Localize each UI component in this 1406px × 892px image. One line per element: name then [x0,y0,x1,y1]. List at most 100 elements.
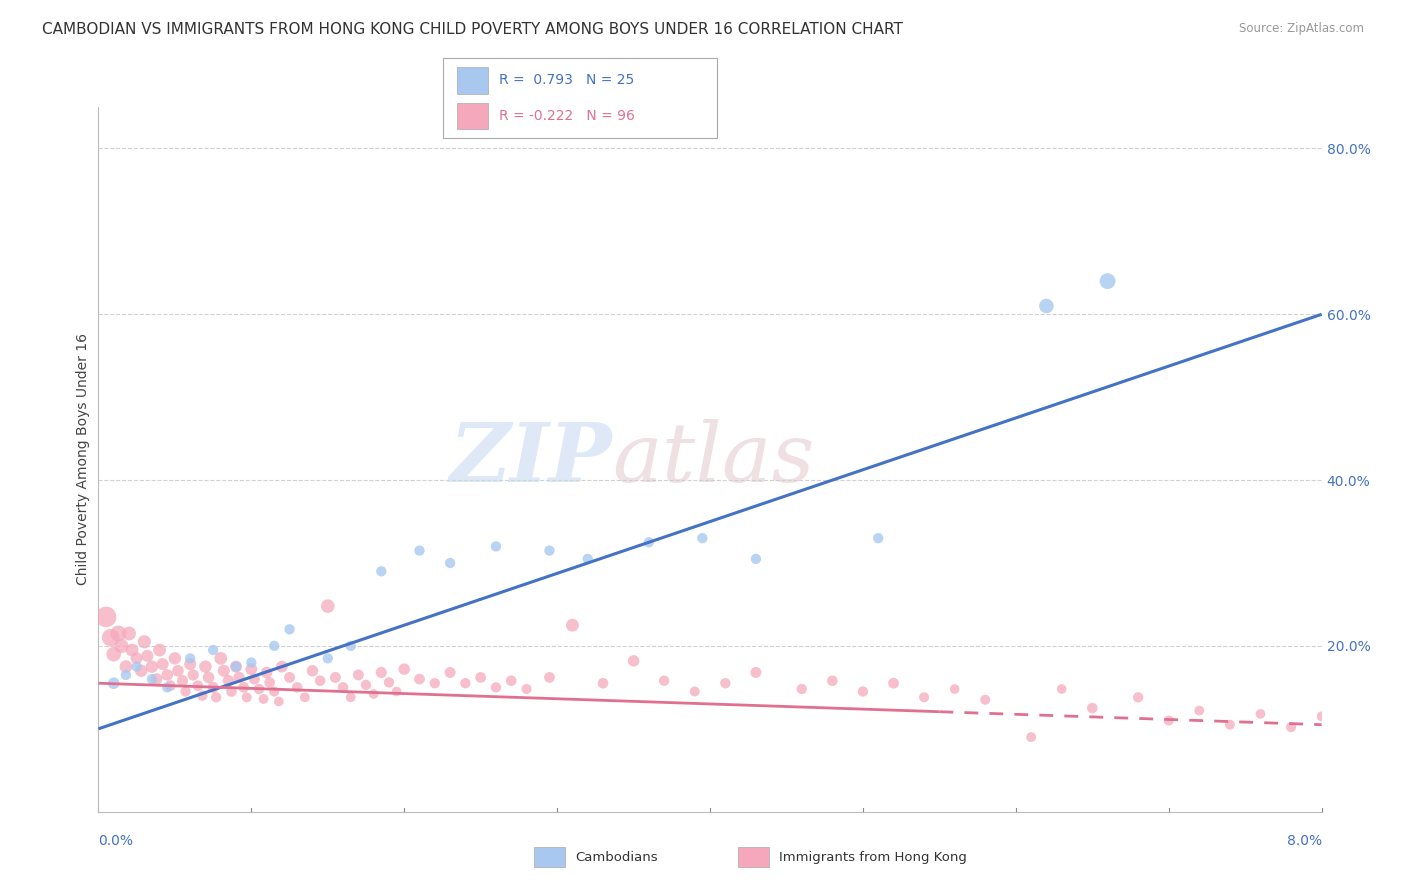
Point [561,618,583,632]
Point [1081,701,1104,715]
Point [235,690,257,705]
Point [325,670,347,684]
Text: 0.0%: 0.0% [98,834,134,848]
Point [172,673,194,688]
Point [821,673,844,688]
Point [156,681,179,695]
Point [125,659,148,673]
Point [943,681,966,696]
Point [516,681,538,696]
Point [974,693,997,707]
Point [683,684,706,698]
Y-axis label: Child Poverty Among Boys Under 16: Child Poverty Among Boys Under 16 [76,334,90,585]
Point [212,664,235,678]
Point [1279,720,1302,734]
Point [221,684,243,698]
Point [408,543,430,558]
Point [121,643,143,657]
Point [316,651,339,665]
Point [107,626,129,640]
Point [316,599,339,614]
Point [181,668,204,682]
Point [637,535,661,549]
Point [167,664,190,678]
Point [240,656,263,670]
Point [191,689,214,703]
Point [278,670,301,684]
Point [439,556,461,570]
Point [485,540,508,554]
Point [259,675,281,690]
Text: CAMBODIAN VS IMMIGRANTS FROM HONG KONG CHILD POVERTY AMONG BOYS UNDER 16 CORRELA: CAMBODIAN VS IMMIGRANTS FROM HONG KONG C… [42,22,903,37]
Text: atlas: atlas [612,419,814,500]
Point [370,564,392,578]
Point [332,681,354,695]
Point [1050,681,1073,696]
Point [243,672,266,686]
Point [240,662,263,676]
Point [202,681,225,695]
Point [100,631,122,645]
Point [378,675,401,690]
Point [152,657,174,672]
Point [294,690,316,705]
Point [141,659,163,673]
Text: ZIP: ZIP [450,419,612,500]
Point [285,681,308,695]
Point [118,626,141,640]
Point [217,673,239,688]
Point [883,676,905,690]
Point [423,676,446,690]
Point [623,654,645,668]
Point [197,670,219,684]
Point [103,676,125,690]
Point [1019,730,1042,744]
Point [252,692,274,706]
Point [267,694,290,708]
Point [110,639,132,653]
Point [179,651,201,665]
Text: Immigrants from Hong Kong: Immigrants from Hong Kong [779,851,967,863]
Point [1157,714,1180,728]
Point [205,690,228,705]
Point [392,662,416,676]
Point [228,670,250,684]
Point [370,665,392,680]
Point [163,651,186,665]
Point [263,639,285,653]
Point [408,672,430,686]
Point [912,690,935,705]
Point [232,681,254,695]
Point [454,676,477,690]
Point [538,670,561,684]
Point [1249,706,1271,721]
Point [115,668,138,682]
Point [1219,717,1241,731]
Point [194,659,217,673]
Point [145,672,167,686]
Text: R =  0.793   N = 25: R = 0.793 N = 25 [499,73,634,87]
Point [692,531,714,545]
Text: Source: ZipAtlas.com: Source: ZipAtlas.com [1239,22,1364,36]
Text: 8.0%: 8.0% [1286,834,1322,848]
Point [745,552,768,566]
Point [470,670,492,684]
Point [115,659,138,673]
Point [652,673,675,688]
Point [270,659,294,673]
Point [278,623,301,637]
Point [156,668,179,682]
Point [439,665,461,680]
Point [125,651,148,665]
Point [339,639,361,653]
Point [94,610,117,624]
Point [485,681,508,695]
Point [852,684,875,698]
Point [309,673,332,688]
Point [141,672,163,686]
Point [225,659,247,673]
Point [1128,690,1150,705]
Point [103,647,125,661]
Point [347,668,370,682]
Point [501,673,523,688]
